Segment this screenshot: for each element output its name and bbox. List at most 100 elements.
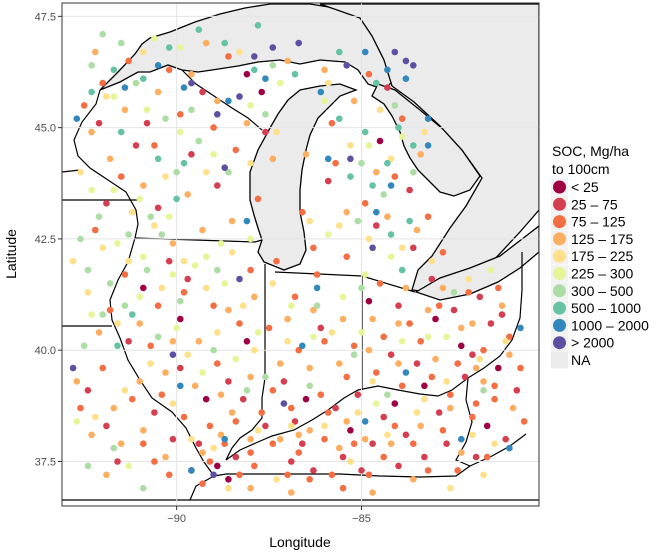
sample-point [84,387,92,394]
sample-point [369,440,376,448]
sample-point [154,204,162,212]
sample-point [210,444,217,452]
legend-key-label: 75 – 125 [571,214,626,230]
sample-point [162,369,169,376]
sample-point [387,182,395,189]
sample-point [461,373,469,381]
sample-point [313,271,321,278]
sample-point [125,462,132,470]
sample-point [284,315,291,323]
sample-point [247,484,254,492]
sample-point [232,355,240,363]
sample-point [417,151,425,158]
sample-point [472,364,480,372]
sample-point [410,244,417,252]
sample-point [376,106,384,114]
sample-point [258,88,266,96]
y-tick-label: 37.5 [35,456,56,468]
sample-point [80,102,88,109]
sample-point [247,449,254,456]
sample-point [324,409,332,416]
legend-title-line-2: to 100cm [552,161,610,177]
sample-point [269,62,277,69]
sample-point [480,346,487,354]
sample-point [162,115,169,122]
sample-point [480,378,487,385]
sample-point [269,155,277,163]
sample-point [199,88,206,96]
sample-point [398,244,406,252]
sample-point [228,409,236,416]
sample-point [310,244,317,252]
sample-point [199,480,206,488]
sample-point [136,378,143,385]
sample-point [336,48,343,56]
sample-point [221,164,228,171]
sample-point [424,333,432,341]
sample-point [365,235,373,243]
sample-point [421,128,428,136]
sample-point [480,387,487,394]
sample-point [206,422,214,430]
sample-point [391,400,399,407]
sample-point [450,289,458,296]
sample-point [184,191,191,198]
sample-point [361,271,369,278]
sample-point [188,79,195,87]
sample-point [84,289,92,296]
sample-point [77,168,84,176]
sample-point [336,444,343,452]
sample-point [295,346,303,354]
sample-point [236,275,243,283]
sample-point [165,44,173,51]
sample-point [324,79,332,87]
sample-point [247,266,254,274]
sample-point [506,333,513,341]
sample-point [328,471,336,479]
sample-point [387,155,395,163]
sample-point [269,440,277,448]
sample-point [188,435,195,443]
sample-point [347,458,354,465]
sample-point [384,213,391,220]
sample-point [165,213,173,220]
sample-point [188,106,195,114]
legend-key-swatch [553,232,566,246]
sample-point [506,444,513,452]
sample-point [424,115,432,122]
sample-point [140,75,147,82]
sample-point [443,333,450,341]
sample-point [402,431,410,439]
sample-point [284,471,291,479]
y-axis-title: Latitude [3,229,19,279]
sample-point [424,306,432,314]
sample-point [498,302,506,310]
sample-point [158,231,166,238]
sample-point [195,440,203,448]
sample-point [398,115,406,122]
sample-point [472,453,480,461]
sample-point [410,476,417,483]
sample-point [132,142,140,149]
sample-point [95,119,103,127]
sample-point [262,128,269,136]
sample-point [117,440,125,448]
sample-point [443,440,450,448]
sample-point [350,97,358,105]
sample-point [110,66,118,74]
sample-point [384,159,391,167]
sample-point [447,404,454,412]
sample-point [324,177,332,185]
sample-point [214,360,221,367]
sample-point [413,360,421,367]
sample-point [110,404,118,412]
sample-point [447,391,454,399]
sample-point [154,88,162,96]
sample-point [243,217,251,225]
x-tick-label: −85 [352,513,371,525]
sample-point [310,333,317,341]
sample-point [387,351,395,359]
sample-point [140,182,147,189]
sample-point [391,102,399,109]
sample-point [384,431,391,439]
